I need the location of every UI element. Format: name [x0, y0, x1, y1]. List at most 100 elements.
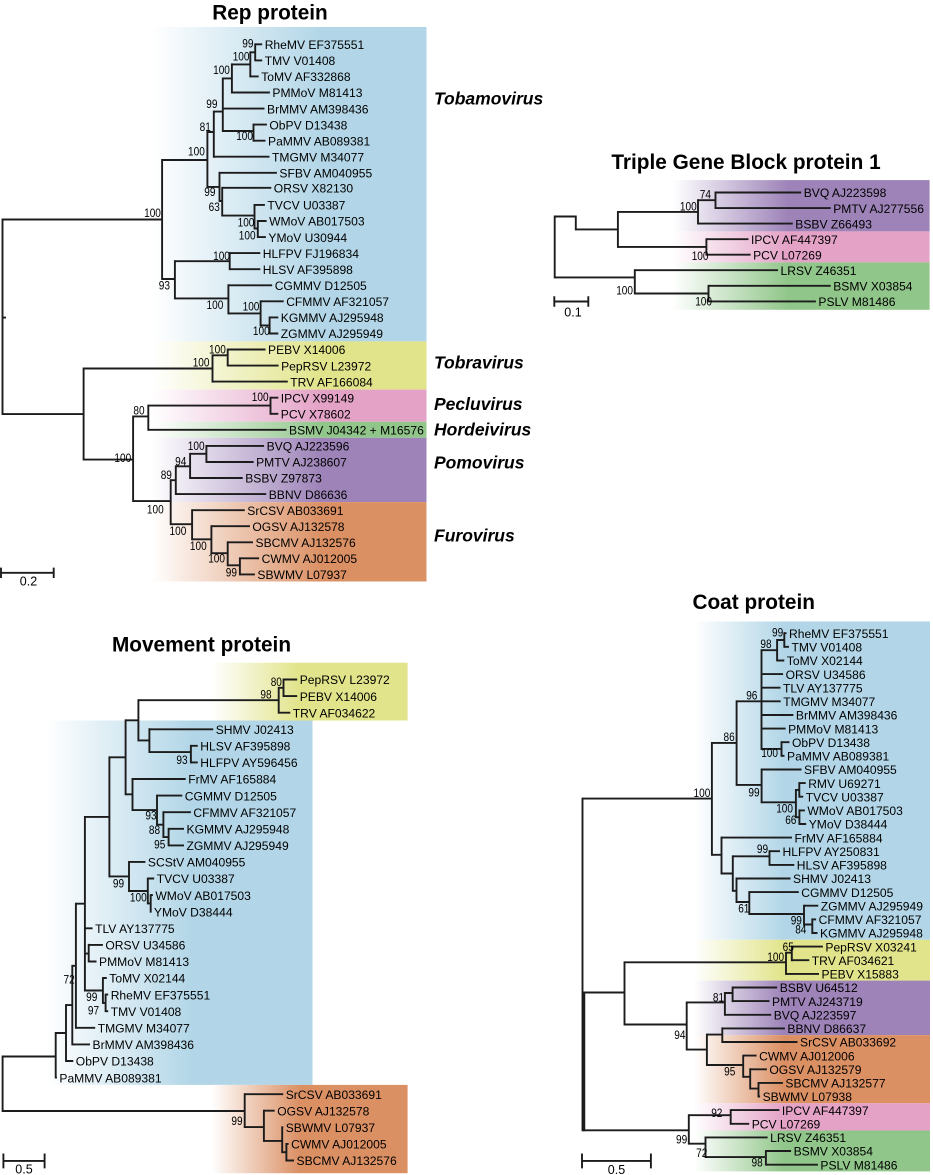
svg-text:100: 100: [236, 129, 253, 143]
svg-text:100: 100: [213, 249, 230, 263]
svg-text:PepRSV X03241: PepRSV X03241: [825, 940, 917, 954]
svg-text:YMoV D38444: YMoV D38444: [154, 905, 233, 919]
svg-text:100: 100: [233, 49, 250, 63]
svg-text:YMoV U30944: YMoV U30944: [268, 231, 347, 245]
svg-text:Rep protein: Rep protein: [212, 1, 328, 24]
svg-text:LRSV Z46351: LRSV Z46351: [770, 1131, 846, 1145]
svg-text:100: 100: [616, 284, 633, 298]
svg-text:100: 100: [188, 144, 205, 158]
svg-text:SFBV AM040955: SFBV AM040955: [279, 167, 372, 181]
svg-text:SBWMV L07938: SBWMV L07938: [763, 1090, 853, 1104]
svg-text:81: 81: [200, 120, 211, 134]
svg-text:ZGMMV AJ295949: ZGMMV AJ295949: [821, 899, 923, 913]
svg-text:89: 89: [161, 468, 172, 482]
svg-text:100: 100: [130, 891, 147, 905]
svg-text:FrMV AF165884: FrMV AF165884: [188, 773, 276, 787]
svg-text:TMGMV M34077: TMGMV M34077: [783, 695, 875, 709]
svg-text:RheMV EF375551: RheMV EF375551: [789, 627, 889, 641]
svg-text:BSMV X03854: BSMV X03854: [833, 280, 913, 294]
svg-text:TVCV U03387: TVCV U03387: [806, 790, 884, 804]
svg-text:95: 95: [154, 838, 165, 852]
svg-text:PepRSV L23972: PepRSV L23972: [281, 359, 371, 373]
svg-text:PEBV X14006: PEBV X14006: [268, 343, 346, 357]
svg-text:100: 100: [144, 206, 161, 220]
svg-text:100: 100: [239, 229, 256, 243]
svg-text:OGSV AJ132578: OGSV AJ132578: [252, 520, 344, 534]
svg-text:0.1: 0.1: [564, 305, 581, 319]
svg-text:TRV AF166084: TRV AF166084: [290, 375, 373, 389]
svg-text:OGSV AJ132579: OGSV AJ132579: [769, 1063, 861, 1077]
svg-text:BrMMV AM398436: BrMMV AM398436: [796, 709, 898, 723]
svg-text:0.5: 0.5: [15, 1162, 32, 1175]
svg-text:100: 100: [694, 786, 711, 800]
svg-text:IPCV X99149: IPCV X99149: [281, 391, 355, 405]
svg-text:ZGMMV AJ295949: ZGMMV AJ295949: [281, 327, 383, 341]
svg-text:CGMMV D12505: CGMMV D12505: [801, 886, 893, 900]
svg-text:CWMV AJ012006: CWMV AJ012006: [759, 1049, 855, 1063]
svg-text:100: 100: [243, 299, 260, 313]
svg-text:94: 94: [175, 455, 186, 469]
svg-text:93: 93: [145, 808, 156, 822]
svg-text:TMGMV M34077: TMGMV M34077: [98, 1022, 190, 1036]
svg-text:80: 80: [271, 675, 282, 689]
svg-text:99: 99: [772, 626, 783, 640]
svg-text:Tobamovirus: Tobamovirus: [434, 89, 543, 109]
svg-text:0.5: 0.5: [608, 1163, 625, 1175]
svg-text:BrMMV AM398436: BrMMV AM398436: [267, 102, 369, 116]
svg-text:RheMV EF375551: RheMV EF375551: [265, 38, 365, 52]
svg-text:IPCV AF447397: IPCV AF447397: [782, 1104, 869, 1118]
svg-text:PEBV X14006: PEBV X14006: [300, 690, 378, 704]
svg-text:BSBV Z66493: BSBV Z66493: [795, 217, 872, 231]
svg-text:61: 61: [738, 901, 749, 915]
svg-text:PCV L07269: PCV L07269: [752, 1118, 821, 1132]
svg-text:SBWMV L07937: SBWMV L07937: [257, 568, 347, 582]
svg-text:SCStV AM040955: SCStV AM040955: [148, 856, 246, 870]
svg-text:CGMMV D12505: CGMMV D12505: [185, 789, 277, 803]
svg-text:100: 100: [695, 294, 712, 308]
svg-text:100: 100: [213, 63, 230, 77]
svg-text:PepRSV L23972: PepRSV L23972: [300, 673, 390, 687]
svg-text:99: 99: [86, 990, 97, 1004]
svg-text:HLSV AF395898: HLSV AF395898: [263, 263, 353, 277]
svg-text:PMMoV M81413: PMMoV M81413: [99, 955, 189, 969]
svg-text:95: 95: [724, 1064, 735, 1078]
svg-text:SFBV AM040955: SFBV AM040955: [804, 763, 897, 777]
svg-text:SBCMV AJ132576: SBCMV AJ132576: [256, 536, 356, 550]
svg-text:PaMMV AB089381: PaMMV AB089381: [268, 134, 370, 148]
svg-text:100: 100: [238, 216, 255, 230]
svg-text:72: 72: [64, 973, 75, 987]
svg-text:Pecluvirus: Pecluvirus: [434, 394, 523, 414]
svg-text:100: 100: [114, 451, 131, 465]
svg-text:100: 100: [188, 439, 205, 453]
svg-text:HLFPV FJ196834: HLFPV FJ196834: [263, 247, 359, 261]
svg-text:BrMMV AM398436: BrMMV AM398436: [93, 1038, 195, 1052]
svg-text:FrMV AF165884: FrMV AF165884: [795, 831, 883, 845]
svg-text:100: 100: [680, 199, 697, 213]
svg-text:88: 88: [149, 823, 160, 837]
svg-text:KGMMV AJ295948: KGMMV AJ295948: [187, 823, 290, 837]
svg-text:PMMoV M81413: PMMoV M81413: [272, 86, 362, 100]
svg-text:CGMMV D12505: CGMMV D12505: [275, 279, 367, 293]
svg-text:100: 100: [767, 950, 784, 964]
svg-text:CFMMV AF321057: CFMMV AF321057: [193, 806, 296, 820]
svg-text:100: 100: [208, 551, 225, 565]
svg-text:93: 93: [159, 278, 170, 292]
svg-text:63: 63: [209, 200, 220, 214]
svg-text:Triple Gene Block protein 1: Triple Gene Block protein 1: [611, 151, 880, 174]
svg-text:ToMV X02144: ToMV X02144: [787, 654, 863, 668]
svg-text:99: 99: [791, 913, 802, 927]
svg-text:93: 93: [176, 753, 187, 767]
svg-text:99: 99: [748, 785, 759, 799]
svg-text:100: 100: [190, 539, 207, 553]
svg-text:LRSV Z46351: LRSV Z46351: [781, 264, 857, 278]
svg-text:ORSV U34586: ORSV U34586: [105, 939, 185, 953]
svg-text:99: 99: [242, 37, 253, 51]
svg-text:WMoV AB017503: WMoV AB017503: [155, 889, 251, 903]
svg-text:PCV X78602: PCV X78602: [281, 408, 351, 422]
svg-text:TMGMV M34077: TMGMV M34077: [272, 150, 364, 164]
svg-text:100: 100: [692, 249, 709, 263]
svg-text:PSLV M81486: PSLV M81486: [818, 295, 895, 309]
svg-text:86: 86: [724, 730, 735, 744]
svg-text:100: 100: [193, 355, 210, 369]
svg-text:TMV V01408: TMV V01408: [111, 1005, 182, 1019]
